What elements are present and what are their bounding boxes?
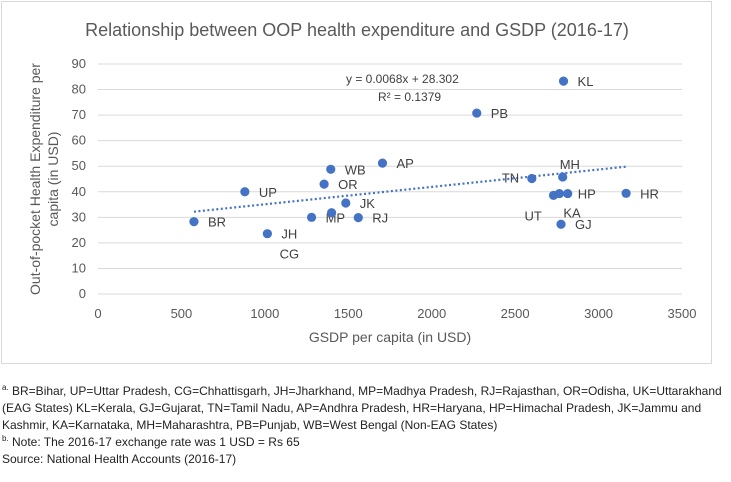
- point-label-kl: KL: [578, 74, 594, 89]
- point-label-ka: KA: [563, 206, 581, 221]
- data-point-cg: [327, 208, 337, 218]
- note-b-text: Note: The 2016-17 exchange rate was 1 US…: [8, 435, 300, 449]
- source-line: Source: National Health Accounts (2016-1…: [2, 452, 237, 466]
- point-label-wb: WB: [345, 162, 366, 177]
- data-point-hp: [563, 188, 573, 199]
- y-tick-label: 30: [72, 209, 86, 224]
- y-tick-label: 80: [72, 82, 86, 97]
- point-label-hr: HR: [640, 186, 659, 201]
- note-a-marker: a.: [2, 383, 9, 392]
- y-axis-title: Out-of-pocket Health Expenditure per capi…: [27, 63, 61, 295]
- point-label-up: UP: [259, 185, 277, 200]
- point-label-jk: JK: [360, 196, 376, 211]
- point-label-gj: GJ: [575, 217, 592, 232]
- chart-frame: Relationship between OOP health expendit…: [1, 1, 712, 364]
- y-tick-label: 40: [72, 184, 86, 199]
- x-tick-label: 2500: [501, 306, 530, 321]
- data-point-br: [189, 217, 199, 227]
- data-point-wb: [326, 164, 336, 174]
- x-tick-label: 1500: [334, 306, 363, 321]
- point-label-hp: HP: [578, 187, 596, 202]
- scatter-chart: Relationship between OOP health expendit…: [27, 20, 697, 345]
- point-label-tn: TN: [502, 170, 519, 185]
- data-point-kl: [558, 76, 569, 86]
- point-label-or: OR: [338, 177, 358, 192]
- y-tick-label: 90: [72, 56, 86, 71]
- data-point-mh: [558, 172, 568, 182]
- point-label-cg: CG: [280, 247, 300, 262]
- point-label-jh: JH: [281, 227, 297, 242]
- trendline-equation: y = 0.0068x + 28.302: [346, 72, 459, 86]
- chart-title: Relationship between OOP health expendit…: [85, 20, 629, 40]
- trendline: [193, 165, 627, 213]
- point-label-mh: MH: [560, 157, 580, 172]
- data-point-hr: [621, 188, 631, 198]
- point-label-ut: UT: [525, 208, 542, 223]
- note-a-text: BR=Bihar, UP=Uttar Pradesh, CG=Chhattisg…: [2, 384, 722, 432]
- data-point-tn: [527, 173, 537, 184]
- point-label-rj: RJ: [372, 211, 388, 226]
- note-b: b. Note: The 2016-17 exchange rate was 1…: [2, 434, 730, 451]
- y-axis-title-line: capita (in USD): [45, 132, 61, 227]
- x-tick-label: 3500: [668, 306, 697, 321]
- y-tick-label: 50: [72, 158, 86, 173]
- point-label-pb: PB: [491, 106, 508, 121]
- data-point-jh: [262, 229, 272, 239]
- x-tick-label: 0: [94, 306, 101, 321]
- note-b-marker: b.: [2, 434, 9, 443]
- x-tick-label: 3000: [584, 306, 613, 321]
- note-a: a. BR=Bihar, UP=Uttar Pradesh, CG=Chhatt…: [2, 383, 730, 434]
- y-tick-label: 0: [79, 286, 86, 301]
- data-point-pb: [472, 108, 482, 118]
- data-point-up: [240, 187, 250, 197]
- y-tick-label: 20: [72, 235, 86, 250]
- y-axis-title-line: Out-of-pocket Health Expenditure per: [27, 63, 43, 295]
- x-axis-title: GSDP per capita (in USD): [309, 329, 471, 345]
- y-tick-label: 10: [72, 260, 86, 275]
- data-point-gj: [556, 219, 566, 229]
- data-point-jk: [341, 198, 351, 208]
- point-label-br: BR: [208, 215, 226, 230]
- footnotes: a. BR=Bihar, UP=Uttar Pradesh, CG=Chhatt…: [2, 383, 730, 468]
- x-tick-label: 1000: [250, 306, 279, 321]
- data-point-ka: [554, 188, 564, 199]
- point-label-ap: AP: [396, 156, 413, 171]
- data-point-or: [319, 179, 329, 189]
- y-tick-label: 70: [72, 107, 86, 122]
- data-point-ap: [377, 158, 388, 168]
- data-point-rj: [353, 212, 363, 223]
- data-point-mp: [306, 212, 317, 222]
- trendline-r2: R² = 0.1379: [378, 90, 441, 104]
- y-tick-label: 60: [72, 133, 86, 148]
- x-tick-label: 2000: [417, 306, 446, 321]
- x-tick-label: 500: [171, 306, 193, 321]
